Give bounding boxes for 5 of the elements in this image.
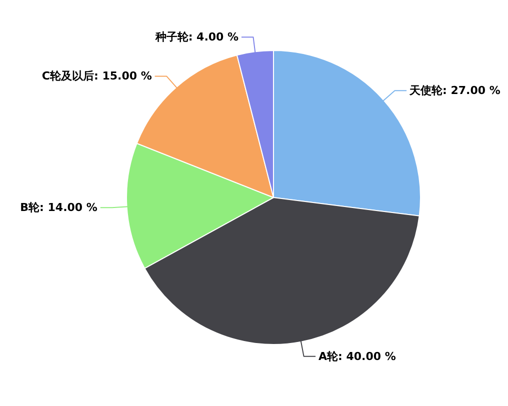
slice-label: 天使轮: 27.00 % [408, 84, 500, 98]
slice-label: A轮: 40.00 % [318, 350, 396, 363]
slice-label: B轮: 14.00 % [20, 201, 98, 214]
slice-label: 种子轮: 4.00 % [154, 30, 239, 44]
slice-label: C轮及以后: 15.00 % [42, 70, 152, 83]
